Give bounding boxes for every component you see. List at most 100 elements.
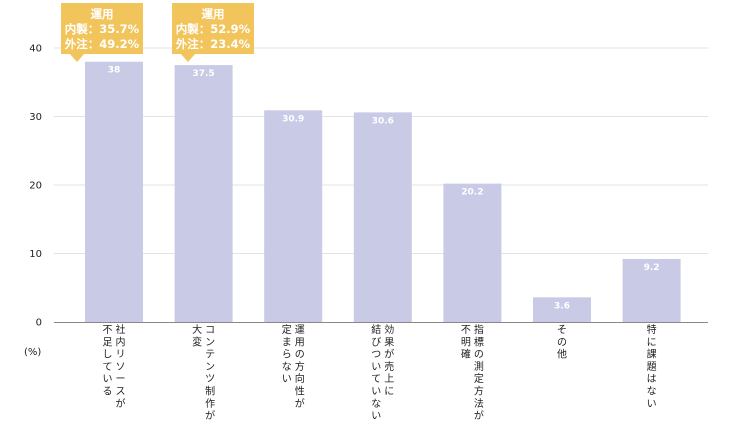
x-category-char: て	[103, 362, 113, 373]
x-category-char: ら	[282, 349, 292, 361]
x-category-char: つ	[371, 350, 381, 361]
bar-value-label: 30.9	[282, 114, 304, 124]
callout-2-line1: 内製：52.9%	[175, 22, 251, 36]
x-category-char: 大	[192, 323, 202, 336]
x-category-char: 測	[474, 360, 484, 373]
x-category-char: 売	[384, 360, 394, 373]
x-category-char: 標	[474, 335, 484, 348]
x-category-char: 結	[371, 323, 381, 336]
y-tick-label: 30	[29, 112, 42, 123]
bar-value-label: 9.2	[644, 263, 660, 273]
y-axis-unit: (%)	[24, 347, 42, 358]
x-category-char: 定	[282, 323, 292, 336]
x-category-char: る	[103, 386, 113, 398]
x-category-char: 性	[295, 385, 305, 398]
x-category-char: ス	[116, 387, 126, 398]
x-category-char: 変	[192, 335, 202, 348]
x-category-char: ツ	[205, 374, 215, 385]
x-category-char: 定	[474, 372, 484, 385]
x-category-char: な	[282, 361, 292, 373]
x-category-char: い	[103, 374, 113, 385]
x-category-char: 方	[474, 385, 484, 398]
x-category-char: 足	[103, 336, 113, 348]
x-category-char: 用	[295, 337, 305, 348]
callout-1-line1: 内製：35.7%	[64, 22, 140, 36]
x-category-char: 特	[647, 324, 657, 336]
x-category-char: に	[647, 336, 657, 348]
x-category-char: リ	[116, 350, 126, 361]
x-category-char: ー	[116, 374, 126, 385]
x-category-char: 不	[103, 325, 113, 336]
x-category-char: ン	[205, 337, 215, 348]
callout-1: 運用 内製：35.7% 外注：49.2%	[61, 3, 143, 62]
x-category-char: な	[647, 386, 657, 398]
x-category-char: 作	[205, 398, 215, 410]
x-category-char: が	[384, 348, 394, 361]
bar-value-label: 37.5	[192, 69, 214, 79]
x-category-char: コ	[205, 325, 215, 336]
x-category-char: が	[205, 409, 215, 422]
callout-1-title: 運用	[90, 7, 114, 21]
x-category-char: が	[474, 409, 484, 422]
x-category-char: は	[647, 373, 657, 385]
x-category-char: 他	[557, 348, 567, 361]
bar	[443, 183, 502, 322]
y-tick-label: 40	[29, 44, 42, 55]
callout-2: 運用 内製：52.9% 外注：23.4%	[172, 3, 254, 62]
x-category-char: に	[384, 386, 394, 398]
x-category-char: 明	[461, 336, 471, 348]
x-category-char: し	[103, 349, 113, 361]
x-category-char: テ	[205, 350, 215, 361]
x-category-char: 内	[116, 335, 126, 348]
x-category-char: 果	[384, 336, 394, 348]
y-tick-label: 20	[29, 181, 42, 192]
y-tick-label: 0	[36, 318, 42, 329]
callout-2-line2: 外注：23.4%	[175, 37, 251, 51]
bar-value-label: 38	[108, 66, 121, 76]
x-category-char: 社	[116, 323, 126, 336]
x-category-char: い	[371, 362, 381, 373]
x-category-char: い	[282, 374, 292, 385]
x-category-label: その他	[557, 324, 567, 361]
x-category-char: 方	[295, 360, 305, 373]
x-category-char: い	[371, 387, 381, 398]
x-category-char: い	[371, 411, 381, 422]
x-category-char: が	[295, 397, 305, 410]
bar-value-label: 30.6	[372, 116, 394, 126]
x-category-char: ン	[205, 362, 215, 373]
x-category-char: て	[371, 374, 381, 385]
x-category-char: 向	[295, 372, 305, 385]
bar-value-label: 3.6	[554, 301, 570, 311]
bar	[533, 297, 591, 322]
x-category-char: 制	[205, 385, 215, 398]
x-category-char: の	[474, 350, 484, 361]
x-category-char: 題	[647, 361, 657, 373]
x-category-char: が	[116, 397, 126, 410]
x-category-char: ソ	[116, 362, 126, 373]
x-category-char: 効	[384, 323, 394, 336]
y-tick-label: 10	[29, 249, 42, 260]
x-category-char: ま	[282, 336, 292, 348]
x-category-char: 指	[474, 323, 484, 336]
x-category-char: 法	[474, 397, 484, 410]
x-category-char: 不	[461, 325, 471, 336]
bar	[264, 110, 323, 323]
x-category-char: 運	[295, 324, 305, 336]
callout-1-line2: 外注：49.2%	[64, 37, 140, 51]
x-category-char: の	[295, 350, 305, 361]
x-category-char: い	[647, 399, 657, 410]
x-category-char: 上	[384, 373, 394, 385]
callout-2-title: 運用	[201, 7, 225, 21]
x-category-char: 確	[461, 348, 471, 361]
bar-value-label: 20.2	[461, 188, 483, 198]
bar	[353, 112, 412, 322]
bar	[622, 258, 681, 322]
x-category-char: の	[557, 337, 567, 348]
